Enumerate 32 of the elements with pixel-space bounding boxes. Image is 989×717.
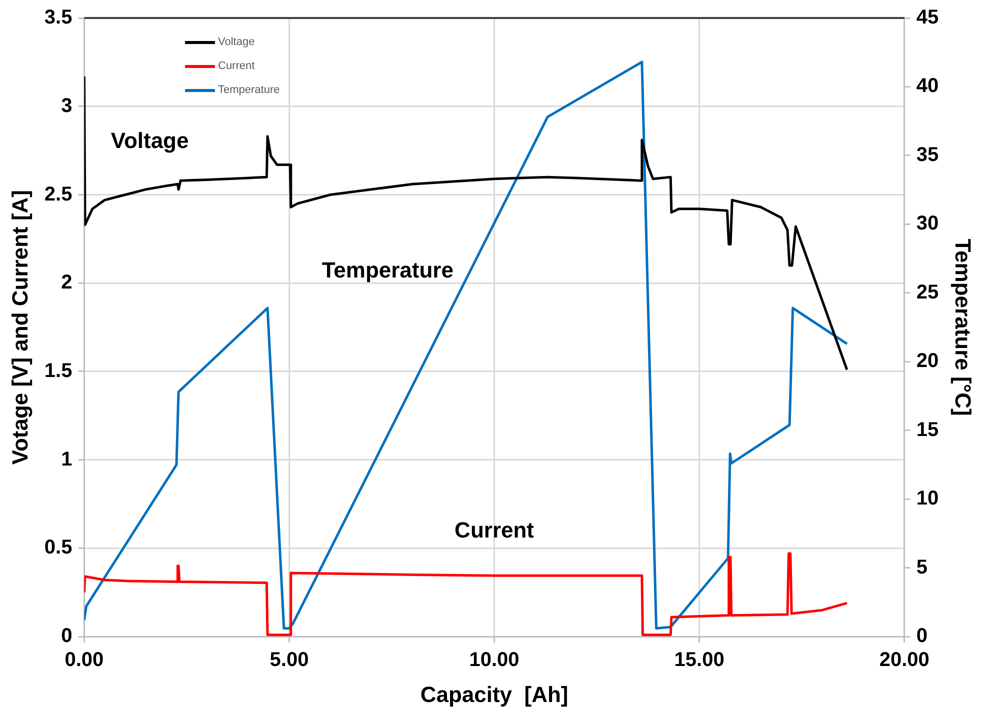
y-tick-label: 2.5 xyxy=(44,183,72,206)
y2-tick-label: 25 xyxy=(916,281,939,304)
y-tick-label: 2 xyxy=(61,272,72,294)
annotation: Temperature xyxy=(322,258,454,283)
y-tick-label: 1 xyxy=(61,448,72,470)
y2-tick-label: 45 xyxy=(916,6,939,29)
y2-tick-label: 15 xyxy=(916,418,939,441)
y-tick-label: 1.5 xyxy=(44,360,72,382)
y-tick-label: 3.5 xyxy=(44,6,72,29)
legend-label: Voltage xyxy=(218,36,255,48)
x-axis-title: Capacity [Ah] xyxy=(420,682,568,707)
x-tick-label: 0.00 xyxy=(64,649,104,672)
y2-tick-label: 5 xyxy=(916,556,928,578)
annotation: Voltage xyxy=(110,128,189,153)
y2-tick-label: 10 xyxy=(916,488,939,510)
y2-tick-label: 35 xyxy=(916,144,939,166)
x-tick-label: 5.00 xyxy=(270,649,309,672)
annotation: Current xyxy=(454,518,535,542)
x-tick-label: 20.00 xyxy=(879,649,930,672)
y-tick-label: 0.5 xyxy=(44,536,72,559)
x-tick-label: 15.00 xyxy=(674,649,724,672)
y-tick-label: 0 xyxy=(61,625,72,648)
y2-tick-label: 20 xyxy=(916,350,939,372)
x-tick-label: 10.00 xyxy=(469,649,520,672)
y2-tick-label: 40 xyxy=(916,75,939,98)
y-axis-title: Votage [V] and Current [A] xyxy=(7,190,32,465)
y2-tick-label: 0 xyxy=(916,625,928,648)
legend-label: Temperature xyxy=(218,84,280,96)
y2-axis-title: Temperature [°C] xyxy=(950,238,976,416)
legend-label: Current xyxy=(218,60,255,72)
y2-tick-label: 30 xyxy=(916,212,939,235)
y-tick-label: 3 xyxy=(61,94,72,117)
